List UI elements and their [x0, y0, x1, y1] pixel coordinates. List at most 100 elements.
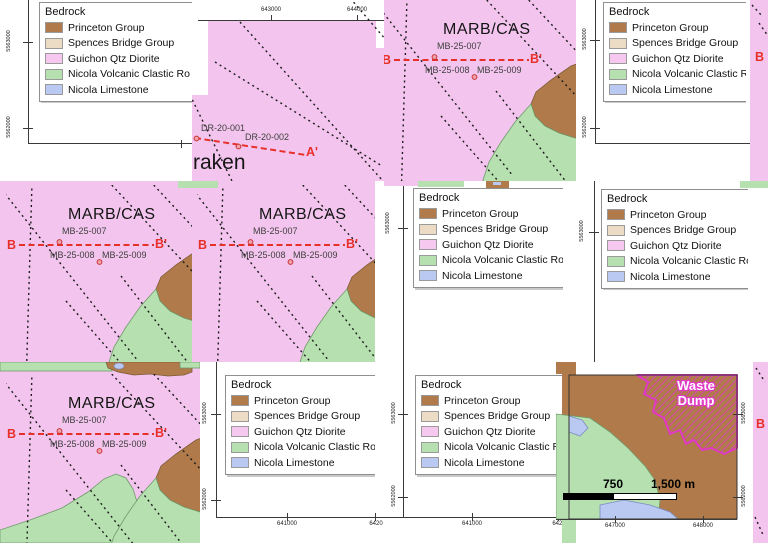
legend-item-label: Nicola Volcanic Clastic Ro: [68, 68, 190, 81]
nicola-limestone-sliver: [113, 362, 125, 370]
drillhole-label-mb-25-007: MB-25-007: [62, 415, 107, 425]
section-label-b-prime: B': [155, 426, 167, 440]
drillhole-point-mb-25-008: [96, 448, 103, 454]
legend-swatch-icon: [419, 254, 437, 266]
legend-title: Bedrock: [45, 6, 86, 18]
fault-line: [350, 0, 384, 39]
princeton-sliver: [556, 362, 576, 374]
axis-tick: [181, 140, 182, 148]
legend-title: Bedrock: [231, 379, 272, 391]
map-edge-strip: B: [753, 362, 768, 543]
legend-item-label: Princeton Group: [630, 208, 707, 221]
drillhole-point-mb-25-008: [287, 259, 294, 265]
legend-item: Nicola Volcanic Clastic Ro: [607, 254, 748, 270]
legend-item: Spences Bridge Group: [421, 409, 562, 425]
map-tile-marb-cas: MARB/CAS B B' MB-25-007 MB-25-008 MB-25-…: [192, 181, 384, 362]
legend-item: Nicola Volcanic Clastic Ro: [231, 440, 375, 456]
fault-line: [65, 300, 121, 362]
legend-item-label: Guichon Qtz Diorite: [630, 239, 722, 252]
legend-swatch-icon: [231, 457, 249, 469]
easting-label: 6420: [369, 521, 383, 527]
scalebar-end-label: 1,500 m: [650, 477, 696, 491]
drillhole-point-mb-25-007: [56, 239, 63, 245]
fault-line: [527, 0, 576, 52]
legend-swatch-icon: [45, 68, 63, 80]
legend-item-label: Nicola Volcanic Clastic Ro: [632, 68, 746, 81]
legend-item: Nicola Limestone: [607, 269, 748, 285]
legend-swatch-icon: [421, 457, 439, 469]
drillhole-label-mb-25-009: MB-25-009: [102, 439, 147, 449]
legend-item-label: Princeton Group: [444, 394, 521, 407]
legend-swatch-icon: [419, 270, 437, 282]
legend-item-label: Nicola Limestone: [68, 83, 149, 96]
section-label-b: B: [7, 427, 17, 441]
fault-line: [152, 185, 192, 228]
nicola-limestone-sliver: [493, 182, 501, 185]
map-tile-marb-cas: MARB/CAS B B' MB-25-007 MB-25-008 MB-25-…: [384, 0, 576, 181]
northing-label: 5562000: [202, 488, 208, 510]
legend-item: Princeton Group: [231, 393, 375, 409]
drillhole-point-mb-25-007: [247, 239, 254, 245]
scalebar-mid-label: 750: [602, 477, 624, 491]
area-label-marb-cas: MARB/CAS: [443, 21, 531, 38]
fault-line: [384, 12, 514, 177]
legend-item-label: Nicola Limestone: [442, 269, 523, 282]
legend-item: Nicola Limestone: [419, 268, 563, 284]
section-label-b: B: [384, 53, 392, 67]
easting-label: 644000: [346, 7, 368, 13]
legend-swatch-icon: [421, 395, 439, 407]
section-label-b: B: [198, 238, 208, 252]
drillhole-label-mb-25-007: MB-25-007: [62, 226, 107, 236]
legend-swatch-icon: [419, 239, 437, 251]
map-margin: [192, 20, 208, 95]
drillhole-label-dr-20-001: DR-20-001: [201, 123, 246, 133]
axis-tick: [398, 414, 408, 415]
legend-title: Bedrock: [421, 379, 462, 391]
area-label-marb-cas: MARB/CAS: [68, 395, 156, 412]
legend-item: Spences Bridge Group: [45, 36, 192, 52]
legend-item: Nicola Volcanic Clastic Ro: [419, 253, 563, 269]
fault-line: [26, 185, 33, 362]
map-margin: [192, 0, 384, 20]
map-tile-section-a: 643000 644000 DR-20-001 DR-20-002 A' rak…: [192, 0, 384, 181]
legend-item: Guichon Qtz Diorite: [231, 424, 375, 440]
nicola-volcanic-polygon: [111, 477, 200, 543]
northing-label: 5563000: [6, 30, 12, 52]
easting-label: 641000: [461, 521, 483, 527]
axis-tick: [398, 497, 408, 498]
legend-item-label: Guichon Qtz Diorite: [632, 52, 724, 65]
legend-item-label: Nicola Volcanic Clastic Ro: [444, 441, 562, 454]
axis-tick: [589, 232, 599, 233]
axis-tick: [211, 414, 221, 415]
legend-item: Princeton Group: [45, 20, 192, 36]
legend-item-label: Spences Bridge Group: [68, 37, 175, 50]
legend-item-label: Nicola Limestone: [254, 456, 335, 469]
marb-cas-map-scene: MARB/CAS B B' MB-25-007 MB-25-008 MB-25-…: [197, 185, 384, 362]
drillhole-point-mb-25-008: [96, 259, 103, 265]
legend-title: Bedrock: [607, 193, 648, 205]
drillhole-label-mb-25-008: MB-25-008: [241, 250, 286, 260]
legend-item-label: Guichon Qtz Diorite: [442, 238, 534, 251]
legend-item-label: Princeton Group: [68, 21, 145, 34]
marb-scene-graphics: [6, 185, 192, 362]
edge-strip-graphics: [751, 4, 768, 37]
drillhole-label-mb-25-007: MB-25-007: [437, 41, 482, 51]
nicola-volcanic-sliver: [179, 362, 200, 369]
northing-label: 5563000: [385, 212, 391, 234]
legend-item-label: Nicola Limestone: [444, 456, 525, 469]
legend-swatch-icon: [231, 441, 249, 453]
map-neatline-top: [198, 20, 384, 21]
legend-title: Bedrock: [419, 192, 460, 204]
scalebar-empty-segment: [613, 493, 677, 500]
legend-swatch-icon: [609, 84, 627, 96]
nicola-volcanic-polygon: [108, 288, 192, 362]
drillhole-point-mb-25-007: [56, 428, 63, 434]
legend-swatch-icon: [421, 441, 439, 453]
edge-strip-graphics: [754, 367, 766, 538]
map-tile-marb-cas: MARB/CAS B B' MB-25-007 MB-25-008 MB-25-…: [0, 362, 200, 543]
fault-line: [197, 193, 330, 362]
nicola-volcanic-sliver: [192, 181, 218, 188]
northing-label: 5563000: [582, 28, 588, 50]
legend-swatch-icon: [609, 68, 627, 80]
